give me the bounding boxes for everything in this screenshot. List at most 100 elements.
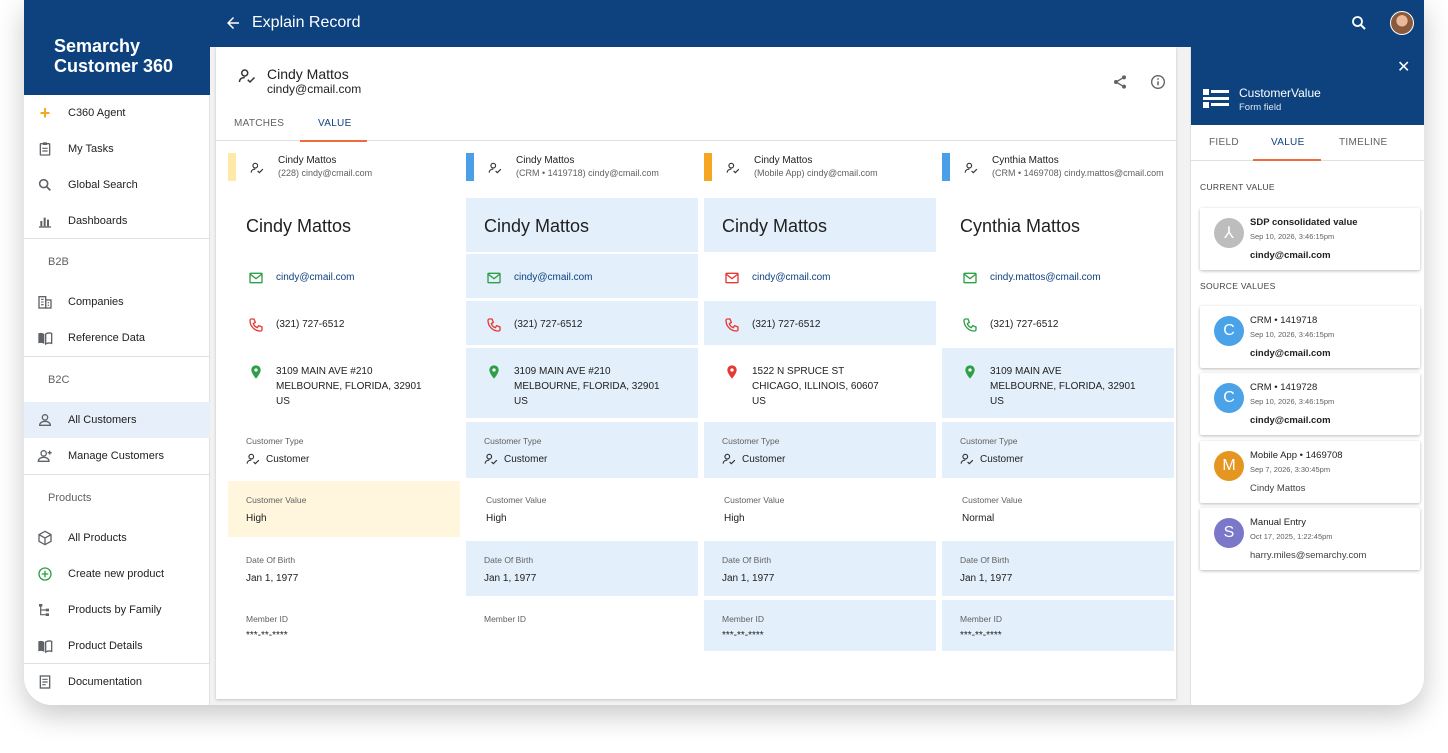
value-text: cindy@cmail.com	[1250, 415, 1331, 426]
email-cell: cindy.mattos@cmail.com	[942, 254, 1174, 298]
field-label: Customer Type	[722, 436, 780, 446]
person-check-icon	[722, 453, 736, 465]
sidebar-item-label: Create new product	[68, 568, 164, 580]
address-cell: 3109 MAIN AVE #210 MELBOURNE, FLORIDA, 3…	[228, 348, 460, 418]
customer-value-cell-selected[interactable]: Customer Value High	[228, 481, 460, 537]
phone-cell: (321) 727-6512	[228, 301, 460, 345]
source-value-card[interactable]: S Manual Entry Oct 17, 2025, 1:22:45pm h…	[1200, 508, 1420, 570]
source-avatar: S	[1214, 518, 1244, 548]
search-icon[interactable]	[1350, 14, 1368, 32]
address-line-3: US	[752, 396, 766, 407]
person-check-icon	[488, 162, 502, 174]
email-value[interactable]: cindy@cmail.com	[514, 272, 593, 283]
panel-title: CustomerValue	[1239, 86, 1321, 100]
back-arrow-icon[interactable]	[224, 14, 242, 32]
value-date: Sep 7, 2026, 3:30:45pm	[1250, 465, 1331, 474]
person-icon	[36, 411, 54, 429]
customer-value-cell[interactable]: Customer Value High	[466, 481, 698, 537]
address-line-3: US	[990, 396, 1004, 407]
sidebar-item-dashboards[interactable]: Dashboards	[24, 203, 210, 239]
tab-matches[interactable]: MATCHES	[234, 118, 285, 129]
source-header[interactable]: Cindy Mattos (CRM • 1419718) cindy@cmail…	[466, 153, 698, 183]
current-value-card[interactable]: ⅄ SDP consolidated value Sep 10, 2026, 3…	[1200, 208, 1420, 270]
tab-value[interactable]: VALUE	[1271, 137, 1305, 148]
sidebar-item-all-customers[interactable]: All Customers	[24, 402, 210, 438]
customer-value: High	[246, 513, 267, 524]
field-label: Customer Type	[484, 436, 542, 446]
sidebar-item-global-search[interactable]: Global Search	[24, 167, 210, 203]
address-line-1: 3109 MAIN AVE	[990, 366, 1062, 377]
phone-icon	[487, 318, 501, 332]
email-value[interactable]: cindy@cmail.com	[752, 272, 831, 283]
customer-type-cell: Customer Type Customer	[466, 422, 698, 478]
source-values-heading: SOURCE VALUES	[1200, 281, 1276, 291]
person-check-icon	[246, 453, 260, 465]
sidebar-item-companies[interactable]: Companies	[24, 284, 210, 320]
source-header[interactable]: Cindy Mattos (228) cindy@cmail.com	[228, 153, 460, 183]
phone-cell: (321) 727-6512	[942, 301, 1174, 345]
person-check-icon	[484, 453, 498, 465]
field-label: Date Of Birth	[246, 555, 296, 565]
section-products: Products	[48, 492, 92, 504]
sidebar-item-create-new-product[interactable]: Create new product	[24, 556, 210, 592]
value-text: cindy@cmail.com	[1250, 348, 1331, 359]
customer-name: Cindy Mattos	[484, 216, 590, 236]
customer-type-cell: Customer Type Customer	[704, 422, 936, 478]
customer-type-cell: Customer Type Customer	[228, 422, 460, 478]
value-source-name: CRM • 1419728	[1250, 382, 1318, 393]
source-name: Cindy Mattos	[516, 155, 575, 166]
customer-value-cell[interactable]: Customer Value Normal	[942, 481, 1174, 537]
name-cell: Cynthia Mattos	[942, 198, 1174, 252]
source-color-bar	[942, 153, 950, 181]
sidebar-item-product-details[interactable]: Product Details	[24, 628, 210, 664]
source-subtitle: (CRM • 1419718) cindy@cmail.com	[516, 168, 659, 178]
sidebar-item-documentation[interactable]: Documentation	[24, 664, 210, 700]
source-value-card[interactable]: C CRM • 1419718 Sep 10, 2026, 3:46:15pm …	[1200, 306, 1420, 368]
building-icon	[36, 293, 54, 311]
tab-timeline[interactable]: TIMELINE	[1339, 137, 1388, 148]
person-check-icon	[726, 162, 740, 174]
customer-value-cell[interactable]: Customer Value High	[704, 481, 936, 537]
address-line-1: 1522 N SPRUCE ST	[752, 366, 845, 377]
close-icon[interactable]: ✕	[1397, 59, 1411, 76]
address-value: 3109 MAIN AVE #210 MELBOURNE, FLORIDA, 3…	[514, 364, 660, 409]
record-email: cindy@cmail.com	[267, 82, 362, 96]
tab-value[interactable]: VALUE	[318, 118, 352, 129]
address-cell: 3109 MAIN AVE MELBOURNE, FLORIDA, 32901 …	[942, 348, 1174, 418]
field-label: Member ID	[722, 614, 765, 624]
sidebar-item-reference-data[interactable]: Reference Data	[24, 320, 210, 356]
customer-name: Cindy Mattos	[722, 216, 828, 236]
sidebar-item-my-tasks[interactable]: My Tasks	[24, 131, 210, 167]
email-value[interactable]: cindy.mattos@cmail.com	[990, 272, 1101, 283]
sidebar-item-all-products[interactable]: All Products	[24, 520, 210, 556]
address-cell: 3109 MAIN AVE #210 MELBOURNE, FLORIDA, 3…	[466, 348, 698, 418]
source-header[interactable]: Cynthia Mattos (CRM • 1469708) cindy.mat…	[942, 153, 1174, 183]
customer-value: Normal	[962, 513, 995, 524]
person-check-icon	[964, 162, 978, 174]
sparkle-icon: +	[39, 102, 51, 123]
share-icon[interactable]	[1112, 74, 1128, 90]
source-value-card[interactable]: C CRM • 1419728 Sep 10, 2026, 3:46:15pm …	[1200, 373, 1420, 435]
source-header[interactable]: Cindy Mattos (Mobile App) cindy@cmail.co…	[704, 153, 936, 183]
section-b2b: B2B	[48, 256, 69, 268]
sidebar-item-manage-customers[interactable]: Manage Customers	[24, 438, 210, 474]
sidebar-item-c360-agent[interactable]: + C360 Agent	[24, 95, 210, 131]
sidebar-item-products-by-family[interactable]: Products by Family	[24, 592, 210, 628]
app-window: Semarchy Customer 360 Explain Record + C…	[24, 0, 1424, 705]
sidebar-item-label: All Products	[68, 532, 127, 544]
source-name: Cynthia Mattos	[992, 155, 1059, 166]
customer-type-value: Customer	[504, 454, 548, 465]
tab-field[interactable]: FIELD	[1209, 137, 1239, 148]
tree-icon	[36, 601, 54, 619]
brand: Semarchy Customer 360	[24, 0, 210, 95]
source-value-card[interactable]: M Mobile App • 1469708 Sep 7, 2026, 3:30…	[1200, 441, 1420, 503]
member-id-cell: Member ID ***-**-****	[228, 600, 460, 651]
user-avatar[interactable]	[1390, 11, 1414, 35]
customer-value: High	[486, 513, 507, 524]
value-text: cindy@cmail.com	[1250, 250, 1331, 261]
email-value[interactable]: cindy@cmail.com	[276, 272, 355, 283]
field-label: Customer Type	[246, 436, 304, 446]
info-icon[interactable]	[1150, 74, 1166, 90]
field-label: Member ID	[960, 614, 1003, 624]
source-color-bar	[704, 153, 712, 181]
